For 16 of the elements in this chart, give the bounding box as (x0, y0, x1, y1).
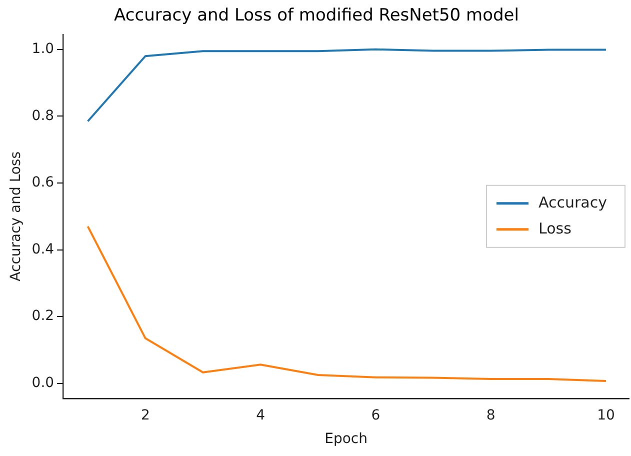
x-tick-label: 10 (597, 407, 615, 424)
y-tick-label: 0.6 (32, 174, 54, 191)
chart-title: Accuracy and Loss of modified ResNet50 model (114, 6, 519, 26)
y-tick-label: 0.4 (32, 241, 54, 258)
legend-label: Accuracy (538, 193, 608, 212)
y-tick-label: 0.2 (32, 308, 54, 324)
x-axis-title: Epoch (324, 431, 368, 448)
x-tick-label: 6 (371, 407, 380, 424)
legend-label: Loss (538, 219, 572, 238)
x-tick-label: 2 (140, 407, 150, 424)
x-tick-label: 8 (486, 407, 496, 424)
y-tick-label: 0.8 (32, 108, 54, 124)
y-tick-label: 0.0 (32, 375, 54, 392)
y-tick-label: 1.0 (32, 41, 54, 58)
y-axis-title: Accuracy and Loss (8, 151, 24, 282)
x-tick-label: 4 (256, 407, 266, 424)
